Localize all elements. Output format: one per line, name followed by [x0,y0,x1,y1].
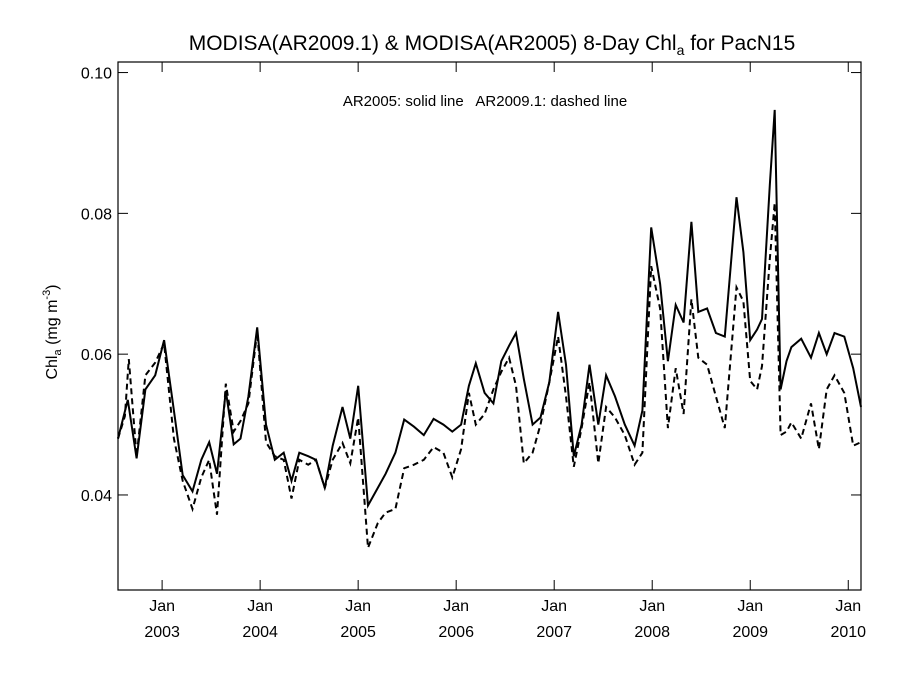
series-line-ar2005 [117,109,862,509]
x-tick-year-label: 2005 [340,624,376,641]
x-tick-year-label: 2010 [830,624,866,641]
axis-ticks [118,62,861,590]
x-tick-month-label: Jan [247,598,273,615]
y-tick-label: 0.04 [81,488,112,505]
x-tick-month-label: Jan [541,598,567,615]
y-tick-label: 0.06 [81,347,112,364]
chart-title: MODISA(AR2009.1) & MODISA(AR2005) 8-Day … [189,32,796,58]
x-tick-year-label: 2006 [438,624,474,641]
x-tick-year-label: 2008 [634,624,670,641]
x-tick-month-label: Jan [835,598,861,615]
x-tick-month-label: Jan [737,598,763,615]
x-tick-year-label: 2004 [242,624,278,641]
plot-frame [117,61,862,591]
axis-tick-labels: 0.04 0.06 0.08 0.10 Jan 2003 Jan 2004 Jan 2005 Jan… [81,66,866,641]
series-lines [117,109,862,549]
y-tick-label: 0.10 [81,66,112,83]
y-tick-label: 0.08 [81,206,112,223]
line-style-annotation: AR2005: solid line AR2009.1: dashed line [343,93,627,110]
x-tick-year-label: 2007 [536,624,572,641]
x-tick-month-label: Jan [345,598,371,615]
x-tick-month-label: Jan [443,598,469,615]
x-tick-year-label: 2009 [732,624,768,641]
series-line-ar2009-1 [117,202,862,549]
x-tick-month-label: Jan [149,598,175,615]
x-tick-year-label: 2003 [144,624,180,641]
x-tick-month-label: Jan [639,598,665,615]
y-axis-label: Chla (mg m-3) [41,284,64,379]
